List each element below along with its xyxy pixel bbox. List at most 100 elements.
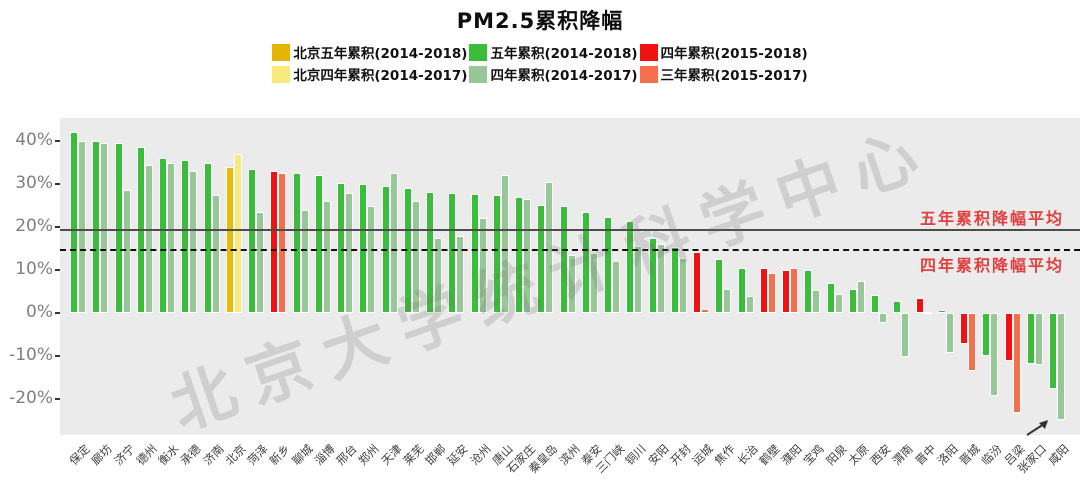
y-tick-label: -20% (9, 388, 53, 408)
legend-swatch-green (469, 43, 488, 61)
bar-primary (225, 166, 234, 313)
legend-swatch-salmon (639, 65, 658, 83)
bar-primary (292, 173, 301, 313)
bar-secondary (478, 218, 487, 313)
bar-secondary (634, 246, 643, 313)
bar-primary (248, 168, 256, 313)
bar-secondary (812, 290, 821, 313)
y-tick-mark (55, 183, 60, 185)
bar-secondary (656, 244, 665, 313)
bar-primary (92, 141, 101, 313)
legend-label: 北京五年累积(2014-2018) (293, 46, 468, 62)
bar-secondary (456, 235, 465, 313)
bar-secondary (434, 237, 442, 313)
bar-primary (982, 313, 991, 356)
bar-primary (693, 251, 701, 313)
bar-secondary (701, 308, 709, 313)
bar-secondary (990, 313, 999, 396)
bar-primary (648, 237, 657, 313)
bar-secondary (278, 173, 287, 313)
axis-arrow-icon (1026, 420, 1048, 436)
bar-secondary (367, 205, 376, 313)
bar-primary (515, 196, 523, 313)
bar-secondary (923, 311, 932, 314)
y-tick-mark (55, 140, 60, 142)
y-tick-mark (55, 355, 60, 357)
bar-secondary (1012, 313, 1021, 413)
bar-secondary (256, 211, 264, 313)
bar-primary (537, 204, 546, 313)
bar-secondary (612, 261, 620, 313)
bar-secondary (233, 153, 242, 313)
bar-primary (915, 297, 924, 313)
bar-secondary (879, 313, 887, 324)
legend-swatch-red (639, 43, 658, 61)
bar-secondary (790, 267, 798, 313)
legend-item-four-year-2014: 四年累积(2014-2017) (469, 64, 638, 84)
bar-secondary (189, 171, 198, 313)
bar-primary (848, 289, 857, 313)
bar-primary (114, 143, 123, 313)
y-tick-mark (55, 226, 60, 228)
bar-primary (403, 188, 412, 313)
bar-secondary (100, 143, 109, 313)
legend-item-four-year-2015: 四年累积(2015-2018) (639, 42, 808, 62)
bar-primary (581, 211, 590, 313)
bar-secondary (678, 257, 687, 313)
bar-primary (782, 270, 790, 313)
bar-primary (759, 268, 768, 313)
bar-primary (181, 160, 190, 313)
bar-primary (1026, 313, 1035, 364)
y-tick-mark (55, 398, 60, 400)
four-year-average-line (60, 248, 1080, 251)
bar-primary (715, 259, 724, 313)
five-year-average-line (60, 229, 1080, 232)
legend-item-five-year: 五年累积(2014-2018) (469, 42, 638, 62)
bar-secondary (767, 272, 776, 313)
legend-item-three-year: 三年累积(2015-2017) (639, 64, 808, 84)
bar-primary (670, 246, 679, 313)
legend-item-beijing-four-year: 北京四年累积(2014-2017) (272, 64, 467, 84)
y-tick-label: 20% (15, 216, 53, 236)
y-tick-mark (55, 269, 60, 271)
bar-primary (893, 300, 902, 313)
bar-secondary (144, 164, 153, 313)
bar-primary (70, 132, 78, 313)
bar-primary (270, 171, 279, 313)
bar-primary (871, 294, 879, 313)
bar-secondary (567, 254, 576, 313)
bar-primary (960, 313, 968, 344)
x-tick-label: 咸阳 (1045, 441, 1072, 468)
bar-secondary (745, 295, 754, 313)
bar-primary (1004, 313, 1013, 361)
bar-secondary (523, 199, 531, 313)
legend-swatch-gold (272, 43, 291, 61)
legend-label: 四年累积(2015-2018) (660, 46, 808, 62)
bar-secondary (122, 190, 131, 313)
bar-secondary (500, 175, 509, 313)
chart-title: PM2.5累积降幅 (456, 9, 624, 33)
bar-secondary (167, 162, 175, 313)
bar-primary (159, 158, 167, 313)
bar-secondary (345, 192, 353, 313)
legend-item-beijing-five-year: 北京五年累积(2014-2018) (272, 42, 467, 62)
bar-secondary (411, 201, 420, 313)
bar-primary (626, 220, 635, 313)
legend-swatch-light-yellow (272, 65, 291, 83)
bar-secondary (1057, 313, 1065, 420)
bar-primary (426, 191, 434, 313)
legend: 北京五年累积(2014-2018) 五年累积(2014-2018) 四年累积(2… (0, 42, 1080, 84)
plot-panel: 五年累积降幅平均 四年累积降幅平均 (60, 118, 1080, 435)
bar-primary (937, 309, 946, 313)
y-tick-label: 30% (15, 173, 53, 193)
bar-secondary (834, 293, 843, 313)
bar-secondary (723, 288, 732, 313)
bar-secondary (389, 173, 398, 313)
y-tick-label: 0% (26, 302, 53, 322)
y-tick-mark (55, 312, 60, 314)
four-year-average-label: 四年累积降幅平均 (919, 256, 1064, 275)
y-tick-label: -10% (9, 345, 53, 365)
bar-primary (826, 282, 835, 313)
y-tick-label: 10% (15, 259, 53, 279)
